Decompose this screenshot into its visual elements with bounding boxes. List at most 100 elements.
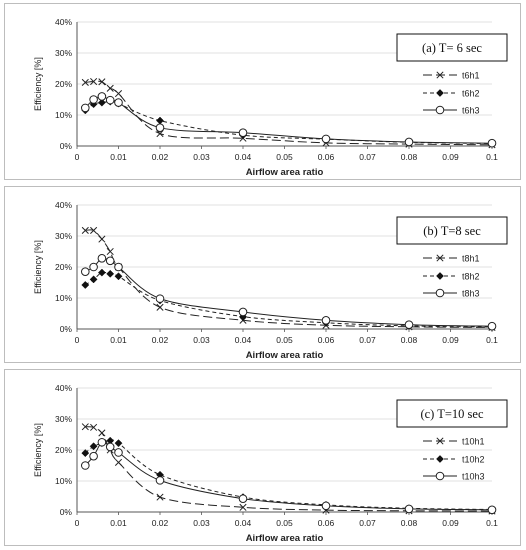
- x-tick-label: 0.03: [193, 335, 210, 345]
- legend-marker-t8h3: [435, 288, 445, 298]
- series-t6h3: [81, 92, 497, 148]
- x-tick-label: 0.08: [401, 335, 418, 345]
- legend: t8h1 t8h2 t8h3: [423, 254, 480, 299]
- x-tick-label: 0.06: [318, 335, 335, 345]
- chart-panel-c: 0% 10% 20% 30% 40% 0 0.01 0.02 0.03 0.04 0.05 0.06 0…: [4, 369, 521, 546]
- chart-title: (c) T=10 sec: [420, 407, 483, 421]
- legend-marker-t6h1: [436, 71, 444, 79]
- data-point-t6h1: [98, 78, 106, 86]
- data-point-t8h2: [106, 269, 115, 278]
- data-point-t8h3: [238, 307, 248, 317]
- chart-panel-b: 0% 10% 20% 30% 40% 0 0.01 0.02 0.03 0.04 0.05 0.06 0…: [4, 186, 521, 363]
- chart-title-box: [396, 399, 508, 428]
- x-tick-label: 0.01: [110, 518, 127, 528]
- legend-label-t6h3: t6h3: [462, 106, 480, 116]
- chart-c: 0% 10% 20% 30% 40% 0 0.01 0.02 0.03 0.04 0.05 0.06 0…: [33, 383, 508, 544]
- data-point-t6h3: [97, 92, 107, 101]
- y-tick-label: 10%: [55, 476, 72, 486]
- data-point-t10h3: [487, 505, 497, 515]
- y-tick-label: 30%: [55, 48, 72, 58]
- chart-title-box: [396, 216, 508, 245]
- legend-label-t10h3: t10h3: [462, 472, 485, 482]
- data-point-t10h3: [89, 451, 98, 461]
- data-point-t8h3: [81, 267, 90, 276]
- y-tick-label: 40%: [55, 17, 72, 27]
- data-point-t6h1: [156, 130, 164, 138]
- chart-a: 0% 10% 20% 30% 40% 0 0.01 0.02 0.03 0.04 0.05 0.06 0…: [33, 17, 508, 178]
- x-tick-label: 0.07: [359, 152, 376, 162]
- y-axis-title: Efficiency [%]: [33, 57, 43, 111]
- data-point-t6h3: [105, 95, 115, 105]
- y-tick-label: 0%: [60, 507, 73, 517]
- legend: t6h1 t6h2 t6h3: [423, 71, 480, 116]
- data-point-t10h3: [105, 442, 115, 452]
- data-point-t10h2: [114, 439, 123, 448]
- series-line-t10h1: [85, 426, 493, 512]
- data-point-t8h1: [81, 226, 89, 234]
- data-point-t6h1: [81, 78, 89, 87]
- x-tick-label: 0.01: [110, 152, 127, 162]
- data-point-t6h1: [106, 84, 114, 92]
- series-t8h2: [81, 268, 496, 332]
- y-tick-label: 20%: [55, 262, 72, 272]
- x-tick-label: 0.1: [486, 518, 498, 528]
- legend-label-t8h1: t8h1: [462, 254, 480, 264]
- data-point-t8h1: [90, 226, 98, 234]
- x-tick-label: 0.1: [486, 152, 498, 162]
- legend-marker-t8h1: [436, 254, 444, 262]
- y-tick-label: 20%: [55, 445, 72, 455]
- data-point-t8h3: [97, 254, 107, 263]
- y-tick-label: 0%: [60, 141, 73, 151]
- data-point-t10h3: [97, 437, 107, 447]
- series-t10h2: [81, 436, 496, 514]
- x-tick-label: 0.04: [235, 518, 252, 528]
- legend-label-t6h1: t6h1: [462, 71, 480, 81]
- legend-marker-t8h2: [436, 272, 444, 280]
- data-point-t8h3: [404, 320, 414, 329]
- series-line-t8h3: [85, 257, 493, 327]
- x-tick-label: 0: [75, 152, 80, 162]
- x-tick-label: 0: [75, 335, 80, 345]
- data-point-t6h3: [321, 134, 331, 144]
- x-axis-title: Airflow area ratio: [246, 350, 324, 361]
- x-tick-label: 0.03: [193, 518, 210, 528]
- data-point-t8h2: [89, 275, 98, 284]
- data-point-t8h3: [155, 294, 165, 303]
- x-tick-label: 0.04: [235, 152, 252, 162]
- series-line-t6h3: [84, 95, 493, 144]
- data-point-t8h2: [114, 272, 123, 281]
- data-point-t10h1: [156, 493, 164, 501]
- x-tick-label: 0.1: [486, 335, 498, 345]
- data-point-t8h3: [105, 256, 115, 266]
- x-tick-label: 0.05: [276, 335, 293, 345]
- data-point-t10h3: [155, 476, 165, 485]
- y-tick-label: 10%: [55, 110, 72, 120]
- data-point-t8h1: [106, 247, 114, 256]
- data-point-t8h3: [321, 316, 331, 325]
- data-point-t10h1: [81, 423, 89, 431]
- x-tick-label: 0.05: [276, 518, 293, 528]
- y-axis-title: Efficiency [%]: [33, 423, 43, 477]
- x-tick-label: 0.09: [442, 152, 459, 162]
- legend-marker-t6h3: [435, 105, 445, 115]
- y-tick-label: 40%: [55, 383, 72, 393]
- chart-b: 0% 10% 20% 30% 40% 0 0.01 0.02 0.03 0.04 0.05 0.06 0…: [33, 200, 508, 361]
- x-tick-label: 0.01: [110, 335, 127, 345]
- data-point-t6h3: [404, 137, 414, 147]
- legend-label-t6h2: t6h2: [462, 89, 480, 99]
- x-axis-title: Airflow area ratio: [246, 533, 324, 544]
- series-t10h3: [81, 437, 497, 515]
- legend-label-t8h2: t8h2: [462, 272, 480, 282]
- data-point-t8h3: [89, 262, 98, 272]
- y-tick-label: 30%: [55, 414, 72, 424]
- data-point-t10h1: [98, 429, 106, 437]
- x-tick-label: 0.06: [318, 152, 335, 162]
- x-tick-label: 0.02: [152, 152, 169, 162]
- data-point-t10h2: [81, 449, 90, 458]
- chart-panel-a: 0% 10% 20% 30% 40% 0 0.01 0.02 0.03 0.04 0.05 0.06 0…: [4, 3, 521, 180]
- data-point-t10h1: [239, 503, 247, 511]
- legend: t10h1 t10h2 t10h3: [423, 437, 485, 482]
- x-tick-label: 0.06: [318, 518, 335, 528]
- series-t10h1: [81, 423, 496, 515]
